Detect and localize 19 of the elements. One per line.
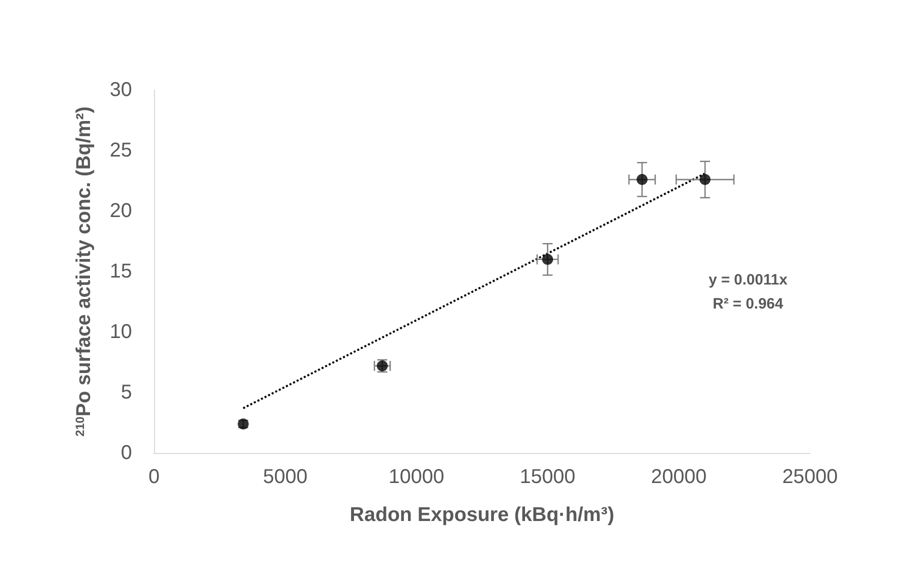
annotation: y = 0.0011x R² = 0.964 [708, 272, 788, 312]
x-axis-title: Radon Exposure (kBq·h/m³) [350, 504, 614, 526]
x-tick-label: 0 [148, 466, 160, 488]
x-tick-label: 10000 [388, 466, 444, 488]
x-tick-label: 20000 [650, 466, 707, 488]
y-axis-title: 210Po surface activity conc. (Bq/m²) [73, 106, 95, 437]
y-tick-label: 25 [110, 140, 132, 162]
x-tick-label: 5000 [262, 466, 308, 488]
y-tick-label: 20 [110, 200, 132, 222]
point [636, 174, 648, 186]
y-tick-label: 5 [120, 382, 132, 404]
x-tick-label: 25000 [782, 466, 838, 488]
y-tick-label: 30 [110, 79, 132, 101]
point [542, 254, 554, 265]
y-tick-label: 0 [120, 442, 132, 464]
y-tick-label: 10 [110, 321, 132, 343]
point [700, 174, 711, 186]
y-tick-label: 15 [110, 260, 132, 282]
x-tick-label: 15000 [520, 466, 576, 488]
